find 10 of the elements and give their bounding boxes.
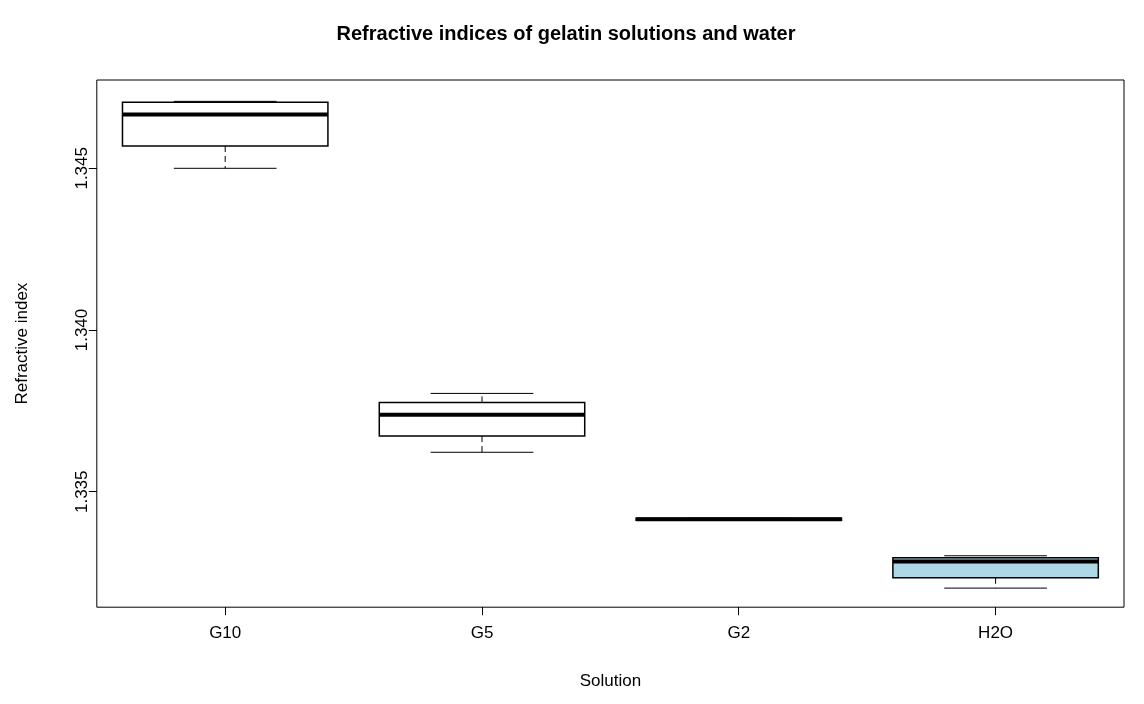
y-axis-title: Refractive index <box>11 282 31 405</box>
x-tick-label: G10 <box>209 623 242 643</box>
y-tick-label: 1.340 <box>72 308 92 352</box>
x-axis-title: Solution <box>579 671 642 691</box>
x-tick-label: G2 <box>727 623 751 643</box>
x-tick-label: H2O <box>978 623 1014 643</box>
y-tick-label: 1.335 <box>72 470 92 514</box>
y-tick-label: 1.345 <box>72 147 92 190</box>
x-tick-label: G5 <box>470 623 494 643</box>
chart-title: Refractive indices of gelatin solutions and water <box>336 21 796 44</box>
